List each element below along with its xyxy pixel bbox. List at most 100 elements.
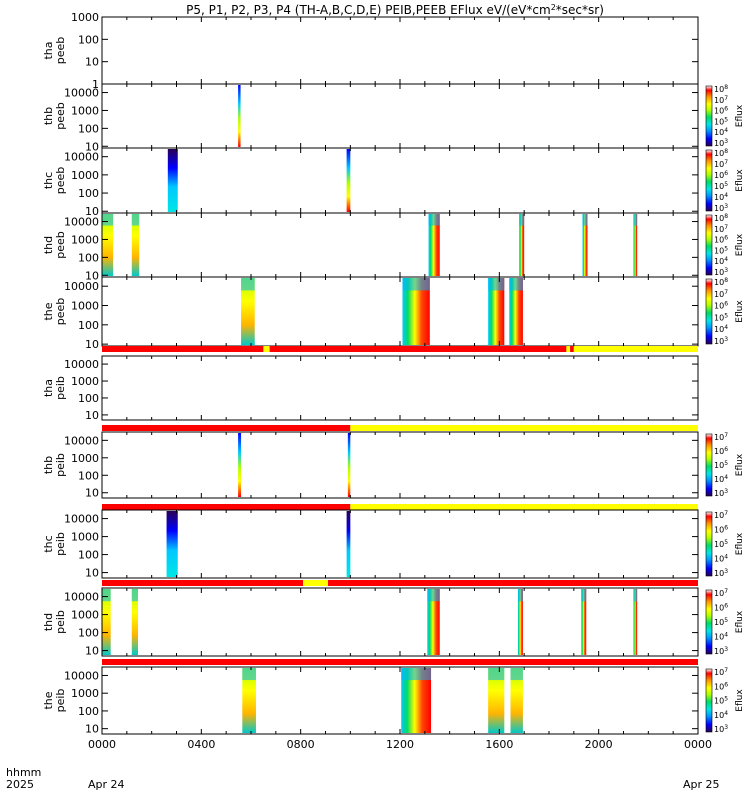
y-tick-label: 10 (85, 269, 99, 282)
colorbar-tick-label: 104 (714, 127, 728, 137)
burst-upper-band (519, 214, 525, 226)
spectrogram-burst (346, 149, 351, 212)
y-axis-label: peib (54, 376, 67, 400)
y-tick-label: 100 (78, 122, 99, 135)
burst-upper-band (102, 214, 114, 226)
mode-bar-segment (102, 580, 304, 586)
y-tick-label: 10 (85, 567, 99, 580)
colorbar (705, 214, 713, 276)
y-axis-label: peeb (54, 167, 67, 195)
y-tick-label: 1000 (71, 687, 99, 700)
y-tick-label: 10000 (64, 669, 99, 682)
y-tick-label: 1000 (71, 531, 99, 544)
spectrogram-burst (633, 214, 638, 276)
colorbar (705, 149, 713, 212)
colorbar-label: Eflux (735, 689, 745, 712)
y-axis-label: peib (54, 532, 67, 556)
panel-thd-peib: 10000 1000 100 10 thd peib 107 106 105 104 103 Eflu… (42, 580, 745, 658)
spectrogram-burst (102, 214, 114, 276)
y-tick-label: 100 (78, 392, 99, 405)
spectrogram-burst (581, 589, 587, 655)
colorbar-tick-label: 108 (714, 213, 728, 223)
y-tick-label: 10 (85, 140, 99, 153)
colorbar-tick-label: 106 (714, 446, 728, 456)
colorbar-tick-label: 104 (714, 192, 728, 202)
x-tick-label: 2000 (585, 738, 613, 751)
y-tick-label: 100 (78, 251, 99, 264)
y-axis-label: thd (42, 613, 55, 631)
y-axis-label: the (42, 691, 55, 709)
colorbar-tick-label: 104 (714, 256, 728, 266)
colorbar-tick-label: 103 (714, 138, 728, 148)
burst-upper-band (633, 589, 638, 602)
y-tick-label: 10000 (64, 280, 99, 293)
colorbar-label: Eflux (735, 300, 745, 323)
y-axis-label: peeb (54, 102, 67, 130)
y-axis-label: peib (54, 689, 67, 713)
panel-frame (101, 16, 699, 85)
panel-frame (101, 587, 699, 657)
y-tick-label: 100 (78, 705, 99, 718)
burst-upper-band (402, 278, 430, 291)
colorbar-tick-label: 104 (714, 554, 728, 564)
spectrogram-burst (346, 511, 351, 577)
burst-upper-band (131, 589, 139, 602)
y-axis-label: thb (42, 107, 55, 125)
y-tick-label: 100 (78, 33, 99, 46)
spectrogram-burst (238, 433, 242, 497)
colorbar-tick-label: 106 (714, 235, 728, 245)
colorbar-tick-label: 105 (714, 312, 728, 322)
panel-frame (101, 147, 699, 214)
y-tick-label: 1 (92, 78, 99, 91)
burst-upper-band (517, 589, 523, 602)
panel-frame (101, 83, 699, 149)
y-axis-label: thc (42, 172, 55, 189)
spectrogram-burst (242, 668, 256, 733)
mode-bar-segment (303, 580, 328, 586)
colorbar-tick-label: 107 (714, 432, 728, 442)
mode-bar-segment (350, 425, 698, 431)
spectrogram-burst (428, 214, 440, 276)
panel-tha-peib: 10000 1000 100 10 tha peib (42, 346, 699, 422)
panel-frame (101, 431, 699, 499)
burst-upper-band (488, 278, 505, 291)
colorbar-tick-label: 108 (714, 84, 728, 94)
y-tick-label: 1000 (71, 104, 99, 117)
burst-upper-band (131, 214, 140, 226)
colorbar-tick-label: 107 (714, 159, 728, 169)
burst-upper-band (428, 214, 440, 226)
spectrogram-burst (633, 589, 638, 655)
colorbar-tick-label: 105 (714, 460, 728, 470)
colorbar-tick-label: 108 (714, 277, 728, 287)
burst-upper-band (581, 589, 587, 602)
mode-bar-segment (102, 504, 351, 510)
colorbar (705, 589, 713, 655)
y-axis-label: thb (42, 456, 55, 474)
panel-frame (101, 276, 699, 347)
y-tick-label: 1000 (71, 233, 99, 246)
colorbar-tick-label: 107 (714, 510, 728, 520)
colorbar-tick-label: 104 (714, 474, 728, 484)
x-tick-label: 0800 (287, 738, 315, 751)
spectrogram-burst (488, 668, 505, 733)
x-tick-label: 1600 (485, 738, 513, 751)
colorbar-label: Eflux (735, 532, 745, 555)
x-tick-label: 1200 (386, 738, 414, 751)
y-tick-label: 1000 (71, 609, 99, 622)
x-tick-label: 0000 (684, 738, 712, 751)
colorbar-tick-label: 103 (714, 336, 728, 346)
colorbar-tick-label: 103 (714, 488, 728, 498)
y-axis-label: tha (42, 379, 55, 397)
y-tick-label: 100 (78, 627, 99, 640)
colorbar-label: Eflux (735, 233, 745, 256)
colorbar-tick-label: 104 (714, 632, 728, 642)
colorbar-tick-label: 107 (714, 667, 728, 677)
colorbar-tick-label: 105 (714, 245, 728, 255)
colorbar-tick-label: 104 (714, 710, 728, 720)
y-tick-label: 10 (85, 205, 99, 218)
y-tick-label: 1000 (71, 375, 99, 388)
y-tick-label: 100 (78, 187, 99, 200)
colorbar-tick-label: 103 (714, 568, 728, 578)
